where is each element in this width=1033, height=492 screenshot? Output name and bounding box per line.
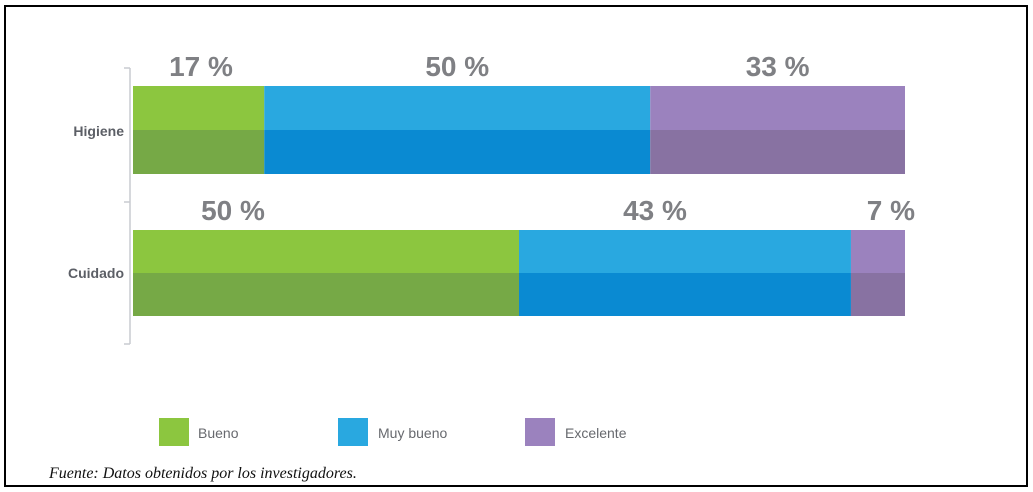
legend-label: Bueno — [198, 425, 239, 441]
legend-label: Excelente — [565, 425, 627, 441]
category-label: Cuidado — [68, 265, 124, 281]
legend-swatch — [159, 418, 189, 446]
bar-segment-shadow — [850, 273, 905, 316]
legend: Bueno Muy bueno Excelente — [159, 418, 627, 446]
bar-segment — [133, 86, 265, 130]
data-label: 33 % — [746, 51, 810, 82]
data-labels: 17 % 50 % 33 % 50 % 43 % 7 % — [169, 51, 915, 226]
data-label: 50 % — [425, 51, 489, 82]
bars — [133, 86, 905, 316]
data-label: 17 % — [169, 51, 233, 82]
bar-segment-shadow — [264, 130, 651, 174]
y-axis: Higiene Cuidado — [68, 67, 131, 345]
source-note: Fuente: Datos obtenidos por los investig… — [49, 465, 357, 482]
bar-segment — [650, 86, 905, 130]
bar-segment — [850, 230, 905, 273]
data-label: 50 % — [201, 195, 265, 226]
legend-swatch — [338, 418, 368, 446]
bar-segment-shadow — [519, 273, 851, 316]
legend-swatch — [525, 418, 555, 446]
data-label: 7 % — [867, 195, 915, 226]
bar-segment-shadow — [133, 130, 265, 174]
bar-segment — [519, 230, 851, 273]
data-label: 43 % — [623, 195, 687, 226]
legend-label: Muy bueno — [378, 425, 447, 441]
bar-segment-shadow — [133, 273, 519, 316]
bar-segment-shadow — [650, 130, 905, 174]
category-label: Higiene — [73, 123, 124, 139]
bar-segment — [133, 230, 519, 273]
bar-segment — [264, 86, 651, 130]
